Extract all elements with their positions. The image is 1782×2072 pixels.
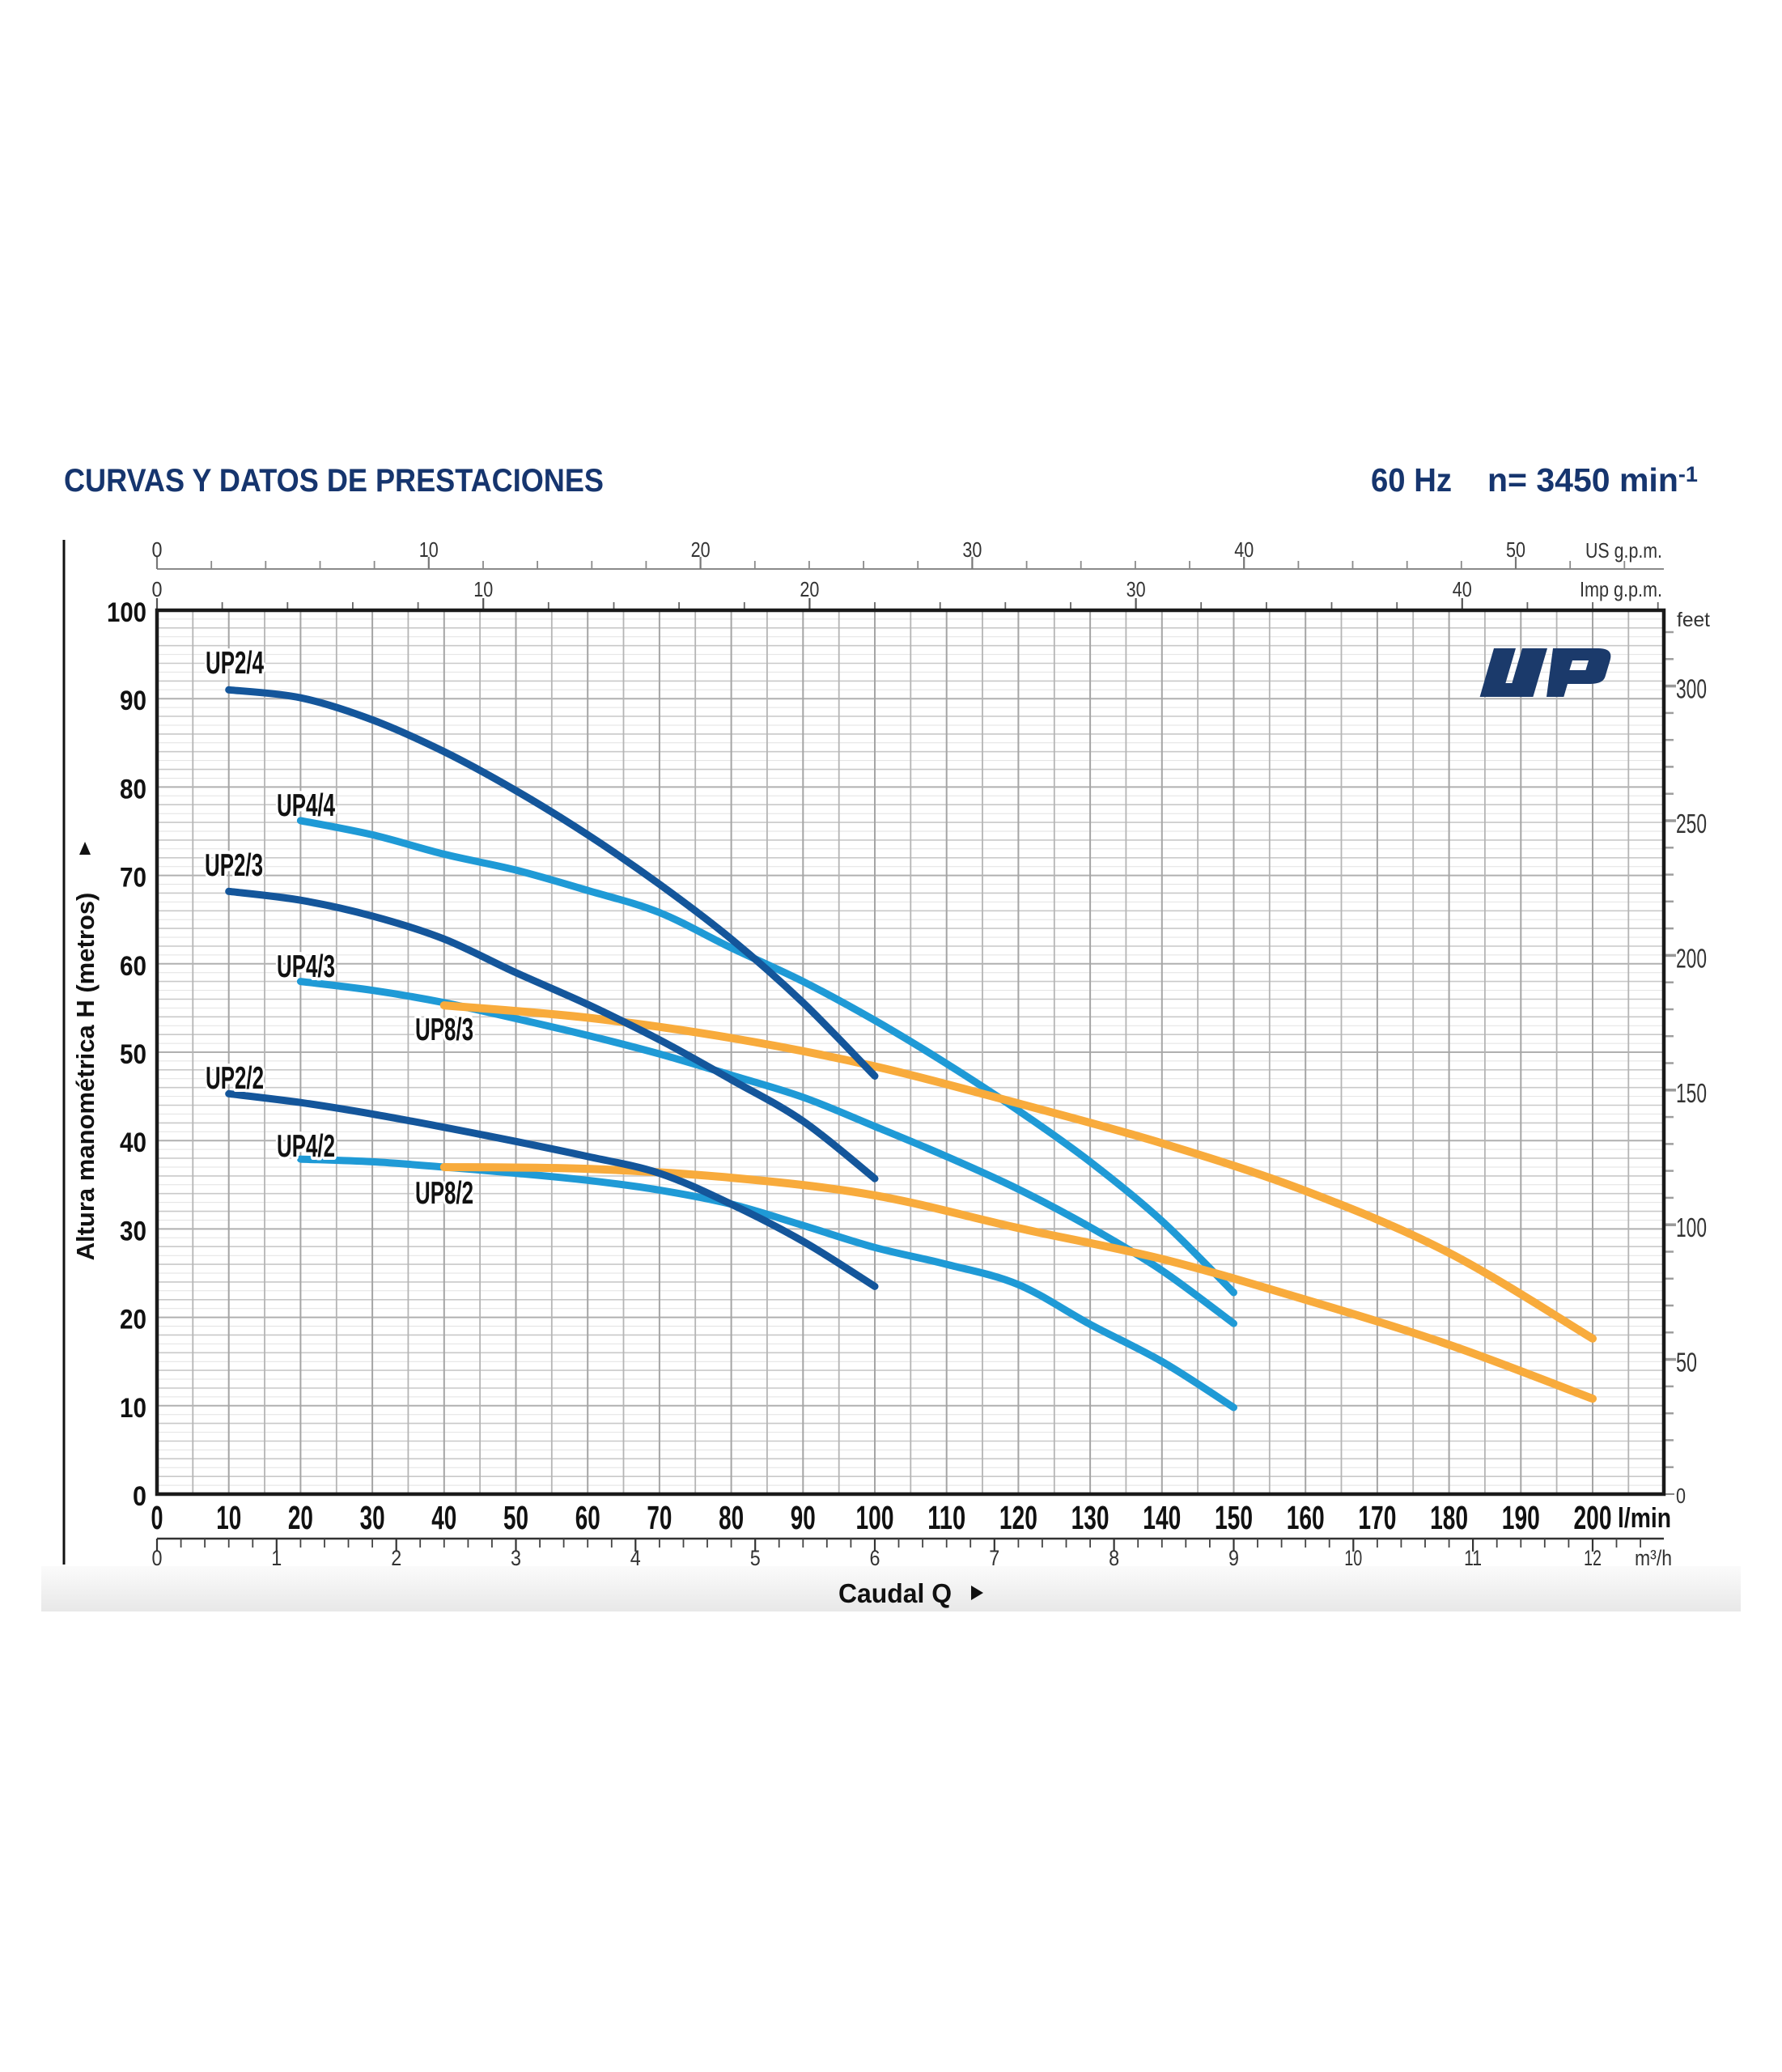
svg-text:UP2/3: UP2/3 [205,848,263,883]
svg-text:3: 3 [511,1546,521,1570]
svg-text:UP4/3: UP4/3 [277,949,335,984]
svg-text:9: 9 [1228,1546,1239,1570]
svg-text:70: 70 [120,863,146,894]
svg-text:CURVAS Y DATOS DE PRESTACIONES: CURVAS Y DATOS DE PRESTACIONES [64,463,604,499]
svg-text:20: 20 [288,1499,313,1536]
svg-text:250: 250 [1676,809,1707,839]
svg-text:feet: feet [1677,609,1710,631]
svg-text:170: 170 [1358,1499,1396,1536]
svg-text:100: 100 [856,1499,894,1536]
svg-text:40: 40 [431,1499,456,1536]
svg-text:UP2/4: UP2/4 [206,646,264,681]
svg-text:0: 0 [151,1499,163,1536]
svg-text:2: 2 [391,1546,401,1570]
svg-text:200: 200 [1574,1499,1612,1536]
svg-text:20: 20 [691,537,711,562]
svg-text:20: 20 [120,1305,146,1335]
svg-text:90: 90 [120,686,146,716]
svg-text:10: 10 [216,1499,241,1536]
svg-text:40: 40 [1234,537,1254,562]
svg-text:40: 40 [1453,577,1472,601]
svg-text:160: 160 [1287,1499,1325,1536]
svg-text:10: 10 [419,537,439,562]
svg-text:7: 7 [989,1546,999,1570]
svg-text:0: 0 [133,1481,146,1512]
svg-text:10: 10 [120,1393,146,1424]
svg-text:0: 0 [152,577,163,601]
svg-text:100: 100 [107,597,146,628]
svg-text:100: 100 [1676,1212,1707,1242]
svg-text:80: 80 [120,774,146,805]
svg-text:180: 180 [1430,1499,1468,1536]
svg-text:150: 150 [1215,1499,1253,1536]
svg-text:1: 1 [271,1546,282,1570]
svg-text:UP8/3: UP8/3 [415,1013,473,1047]
svg-text:50: 50 [120,1039,146,1070]
svg-text:10: 10 [1344,1546,1362,1570]
svg-text:0: 0 [152,537,163,562]
svg-text:40: 40 [120,1127,146,1158]
svg-text:UP4/2: UP4/2 [277,1129,335,1164]
svg-text:20: 20 [800,577,819,601]
svg-text:60: 60 [575,1499,600,1536]
svg-text:5: 5 [750,1546,761,1570]
svg-text:n= 3450 min-1: n= 3450 min-1 [1487,461,1698,499]
svg-text:Altura manométrica H (metros): Altura manométrica H (metros) [71,893,100,1261]
svg-text:0: 0 [1676,1484,1686,1508]
svg-text:UP2/2: UP2/2 [206,1061,264,1096]
svg-text:120: 120 [999,1499,1037,1536]
svg-text:90: 90 [791,1499,816,1536]
svg-text:UP8/2: UP8/2 [415,1176,473,1211]
svg-text:70: 70 [647,1499,672,1536]
svg-text:Imp g.p.m.: Imp g.p.m. [1580,577,1662,601]
svg-text:8: 8 [1109,1546,1119,1570]
svg-text:11: 11 [1464,1546,1482,1570]
svg-text:50: 50 [1676,1348,1697,1378]
svg-text:m³/h: m³/h [1635,1546,1672,1570]
svg-text:60 Hz: 60 Hz [1371,461,1452,499]
svg-text:190: 190 [1502,1499,1540,1536]
svg-text:UP4/4: UP4/4 [277,788,335,823]
svg-text:6: 6 [870,1546,880,1570]
svg-text:130: 130 [1071,1499,1110,1536]
svg-text:30: 30 [1126,577,1146,601]
svg-text:80: 80 [719,1499,744,1536]
svg-text:110: 110 [927,1499,965,1536]
svg-text:50: 50 [1506,537,1525,562]
svg-text:US g.p.m.: US g.p.m. [1585,538,1662,563]
svg-text:Caudal Q: Caudal Q [838,1578,952,1608]
svg-text:30: 30 [120,1216,146,1246]
svg-text:12: 12 [1584,1546,1602,1570]
svg-text:200: 200 [1676,943,1707,973]
svg-text:10: 10 [473,577,493,601]
svg-text:30: 30 [962,537,982,562]
svg-text:30: 30 [360,1499,385,1536]
svg-text:50: 50 [503,1499,528,1536]
svg-text:0: 0 [152,1546,163,1570]
svg-text:l/min: l/min [1618,1503,1671,1534]
svg-text:150: 150 [1676,1078,1707,1108]
svg-text:300: 300 [1676,674,1707,704]
svg-text:4: 4 [630,1546,641,1570]
svg-text:140: 140 [1143,1499,1181,1536]
svg-text:60: 60 [120,951,146,982]
